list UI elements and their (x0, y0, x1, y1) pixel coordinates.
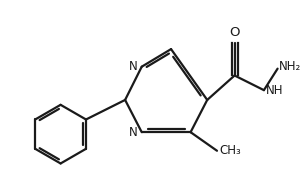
Text: NH: NH (266, 84, 283, 97)
Text: N: N (129, 126, 138, 139)
Text: CH₃: CH₃ (219, 144, 241, 157)
Text: O: O (229, 26, 240, 39)
Text: N: N (129, 60, 138, 73)
Text: NH₂: NH₂ (278, 60, 301, 73)
